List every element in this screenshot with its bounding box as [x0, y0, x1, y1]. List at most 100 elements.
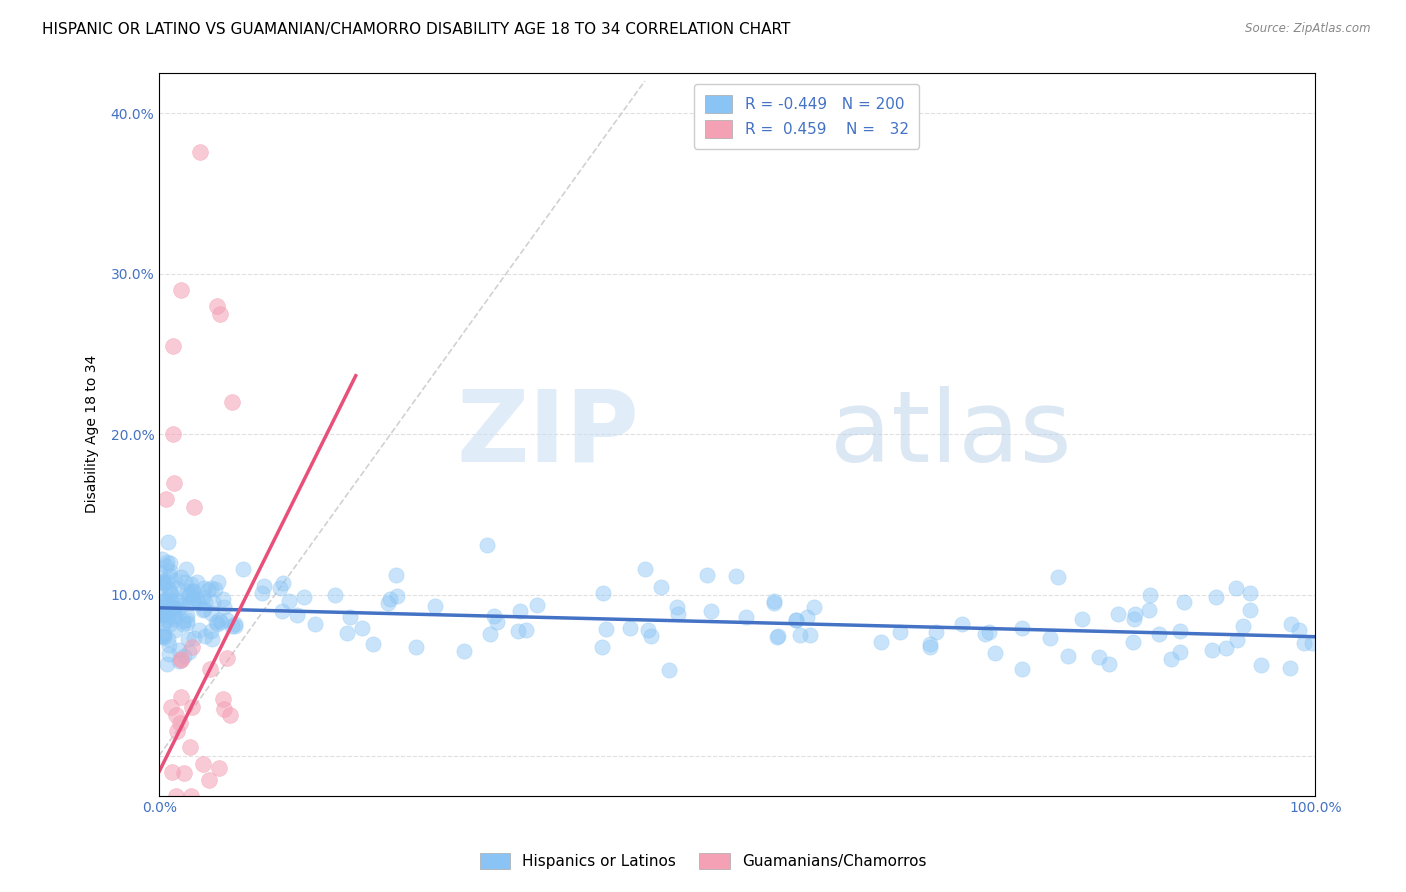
Point — [173, 766, 195, 780]
Point — [292, 590, 315, 604]
Point — [183, 632, 205, 646]
Point — [217, 650, 239, 665]
Point — [201, 595, 224, 609]
Point — [174, 562, 197, 576]
Point — [159, 568, 181, 582]
Point — [1239, 586, 1261, 600]
Point — [232, 562, 254, 576]
Point — [1288, 624, 1310, 638]
Point — [1123, 607, 1146, 621]
Point — [1046, 570, 1069, 584]
Point — [209, 615, 232, 630]
Point — [1215, 641, 1237, 656]
Point — [163, 475, 186, 490]
Point — [177, 590, 200, 604]
Point — [152, 630, 174, 644]
Point — [1011, 621, 1033, 635]
Point — [172, 615, 194, 629]
Point — [200, 624, 222, 639]
Point — [157, 648, 180, 662]
Point — [186, 575, 208, 590]
Point — [186, 592, 208, 607]
Point — [157, 582, 180, 596]
Point — [789, 628, 811, 642]
Point — [650, 580, 672, 594]
Point — [478, 627, 501, 641]
Point — [1107, 607, 1129, 621]
Point — [1279, 617, 1302, 632]
Point — [619, 621, 641, 635]
Point — [156, 555, 179, 569]
Point — [796, 609, 818, 624]
Point — [378, 591, 401, 606]
Point — [180, 576, 202, 591]
Point — [159, 557, 181, 571]
Point — [173, 574, 195, 589]
Point — [870, 635, 893, 649]
Point — [285, 607, 308, 622]
Point — [165, 789, 187, 803]
Point — [224, 618, 246, 632]
Point — [352, 621, 374, 635]
Point — [160, 594, 183, 608]
Point — [724, 569, 747, 583]
Text: ZIP: ZIP — [456, 386, 638, 483]
Point — [208, 613, 231, 627]
Text: atlas: atlas — [830, 386, 1071, 483]
Point — [188, 145, 211, 159]
Point — [221, 619, 243, 633]
Point — [156, 605, 179, 619]
Point — [515, 623, 537, 637]
Point — [920, 640, 942, 654]
Point — [150, 551, 173, 566]
Point — [170, 653, 193, 667]
Point — [155, 591, 177, 606]
Point — [1170, 645, 1192, 659]
Point — [150, 629, 173, 643]
Point — [799, 627, 821, 641]
Point — [193, 603, 215, 617]
Point — [1294, 636, 1316, 650]
Point — [170, 283, 193, 297]
Point — [1139, 588, 1161, 602]
Point — [149, 566, 172, 580]
Point — [162, 339, 184, 353]
Point — [250, 586, 273, 600]
Point — [475, 538, 498, 552]
Point — [166, 724, 188, 739]
Point — [159, 700, 181, 714]
Point — [166, 593, 188, 607]
Point — [155, 607, 177, 621]
Point — [170, 570, 193, 584]
Point — [1160, 652, 1182, 666]
Point — [152, 575, 174, 590]
Point — [269, 581, 291, 595]
Point — [735, 609, 758, 624]
Point — [484, 609, 506, 624]
Point — [157, 632, 180, 647]
Point — [453, 644, 475, 658]
Point — [194, 594, 217, 608]
Point — [212, 592, 235, 607]
Point — [156, 657, 179, 672]
Point — [176, 607, 198, 622]
Point — [219, 708, 242, 723]
Point — [339, 609, 361, 624]
Point — [526, 598, 548, 612]
Point — [170, 652, 193, 666]
Point — [149, 580, 172, 594]
Point — [696, 568, 718, 582]
Point — [1226, 632, 1249, 647]
Point — [152, 600, 174, 615]
Point — [169, 642, 191, 657]
Point — [152, 574, 174, 589]
Point — [1098, 657, 1121, 671]
Point — [163, 601, 186, 615]
Point — [377, 596, 399, 610]
Point — [167, 595, 190, 609]
Point — [1057, 649, 1080, 664]
Point — [1137, 603, 1160, 617]
Point — [253, 578, 276, 592]
Point — [149, 611, 172, 625]
Point — [205, 615, 228, 629]
